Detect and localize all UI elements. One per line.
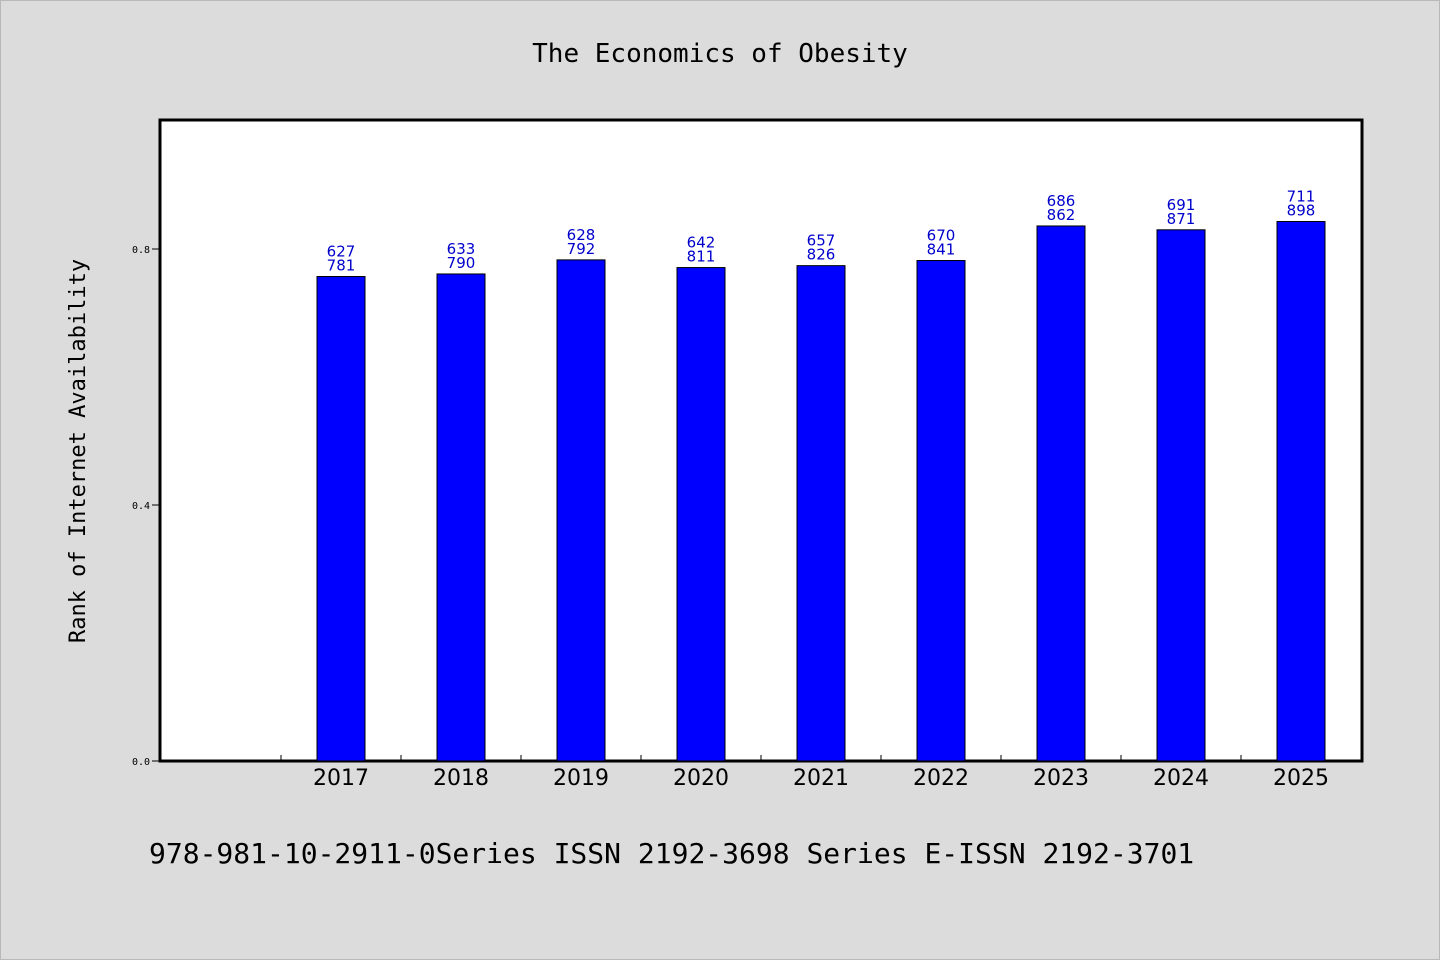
data-label: 657 bbox=[807, 232, 836, 250]
data-label: 898 bbox=[1287, 201, 1316, 219]
data-label: 841 bbox=[927, 241, 956, 259]
x-tick-label: 2023 bbox=[1033, 766, 1089, 791]
data-label: 633 bbox=[447, 240, 476, 258]
chart-title: The Economics of Obesity bbox=[532, 39, 908, 69]
data-label: 670 bbox=[927, 227, 956, 245]
x-tick-label: 2018 bbox=[433, 766, 489, 791]
data-label: 871 bbox=[1167, 210, 1196, 228]
y-tick-label: 0.4 bbox=[132, 501, 150, 512]
data-label: 781 bbox=[327, 257, 356, 275]
data-label: 862 bbox=[1047, 206, 1076, 224]
data-label: 826 bbox=[807, 246, 836, 264]
bar-2022 bbox=[916, 260, 966, 762]
x-axis-ticks: 2017 2018 2019 2020 2021 2022 2023 2024 2025 bbox=[280, 755, 1329, 791]
footer-text: 978-981-10-2911-0Series ISSN 2192-3698 S… bbox=[149, 837, 1194, 870]
data-label: 792 bbox=[567, 240, 596, 258]
data-label: 790 bbox=[447, 254, 476, 272]
data-label: 691 bbox=[1167, 196, 1196, 214]
bars-group bbox=[316, 220, 1326, 762]
x-tick-label: 2020 bbox=[673, 766, 729, 791]
x-tick-label: 2021 bbox=[793, 766, 849, 791]
data-label: 811 bbox=[687, 248, 716, 266]
y-axis-label: Rank of Internet Availability bbox=[66, 259, 91, 643]
bar-2020 bbox=[676, 267, 726, 762]
data-label: 686 bbox=[1047, 192, 1076, 210]
bar-2024 bbox=[1156, 229, 1206, 762]
bar-2023 bbox=[1036, 225, 1086, 762]
bar-2021 bbox=[796, 265, 846, 762]
y-tick-label: 0.0 bbox=[132, 757, 150, 768]
y-tick-label: 0.8 bbox=[132, 245, 150, 256]
x-tick-label: 2019 bbox=[553, 766, 609, 791]
data-label: 628 bbox=[567, 226, 596, 244]
bar-2018 bbox=[436, 273, 486, 762]
x-tick-label: 2017 bbox=[313, 766, 369, 791]
data-label: 627 bbox=[327, 243, 356, 261]
bar-2025 bbox=[1276, 220, 1326, 762]
bar-2017 bbox=[316, 276, 366, 762]
y-axis-ticks: 0.0 0.4 0.8 bbox=[132, 245, 160, 768]
data-label: 711 bbox=[1287, 187, 1316, 205]
x-tick-label: 2022 bbox=[913, 766, 969, 791]
bar-2019 bbox=[556, 259, 606, 762]
x-tick-label: 2025 bbox=[1273, 766, 1329, 791]
data-label: 642 bbox=[687, 234, 716, 252]
x-tick-label: 2024 bbox=[1153, 766, 1209, 791]
